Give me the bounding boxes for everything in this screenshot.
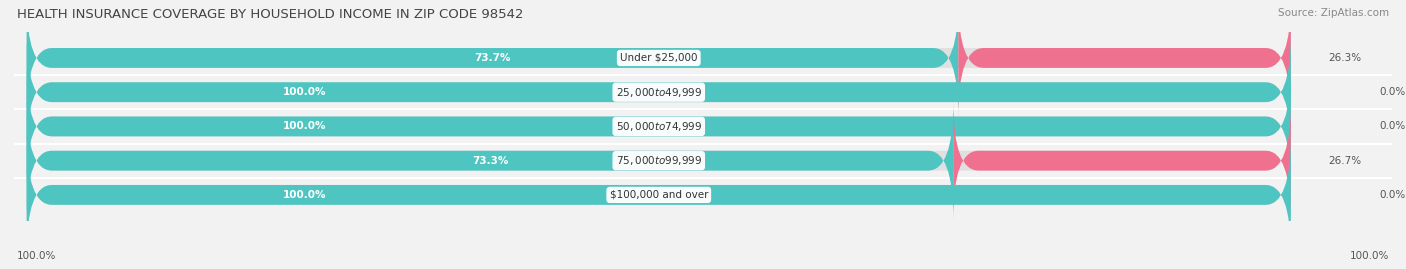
Text: 0.0%: 0.0% [1379,190,1406,200]
Text: HEALTH INSURANCE COVERAGE BY HOUSEHOLD INCOME IN ZIP CODE 98542: HEALTH INSURANCE COVERAGE BY HOUSEHOLD I… [17,8,523,21]
FancyBboxPatch shape [27,136,1291,253]
Text: 100.0%: 100.0% [17,251,56,261]
Text: 100.0%: 100.0% [283,121,326,132]
Text: Under $25,000: Under $25,000 [620,53,697,63]
Text: 73.7%: 73.7% [474,53,510,63]
Text: 73.3%: 73.3% [472,156,508,166]
FancyBboxPatch shape [27,102,1291,219]
Text: 100.0%: 100.0% [283,87,326,97]
FancyBboxPatch shape [27,34,1291,151]
Text: 0.0%: 0.0% [1379,121,1406,132]
Text: Source: ZipAtlas.com: Source: ZipAtlas.com [1278,8,1389,18]
Text: $100,000 and over: $100,000 and over [610,190,709,200]
Text: 26.7%: 26.7% [1329,156,1362,166]
Text: $25,000 to $49,999: $25,000 to $49,999 [616,86,702,99]
FancyBboxPatch shape [27,136,1291,253]
FancyBboxPatch shape [959,0,1291,116]
Text: $50,000 to $74,999: $50,000 to $74,999 [616,120,702,133]
Text: 100.0%: 100.0% [1350,251,1389,261]
FancyBboxPatch shape [953,102,1291,219]
FancyBboxPatch shape [27,0,1291,116]
Text: 26.3%: 26.3% [1329,53,1362,63]
Text: 100.0%: 100.0% [283,190,326,200]
FancyBboxPatch shape [27,68,1291,185]
FancyBboxPatch shape [27,102,953,219]
Text: $75,000 to $99,999: $75,000 to $99,999 [616,154,702,167]
Legend: With Coverage, Without Coverage: With Coverage, Without Coverage [591,268,815,269]
FancyBboxPatch shape [27,0,959,116]
FancyBboxPatch shape [27,68,1291,185]
Text: 0.0%: 0.0% [1379,87,1406,97]
FancyBboxPatch shape [27,34,1291,151]
